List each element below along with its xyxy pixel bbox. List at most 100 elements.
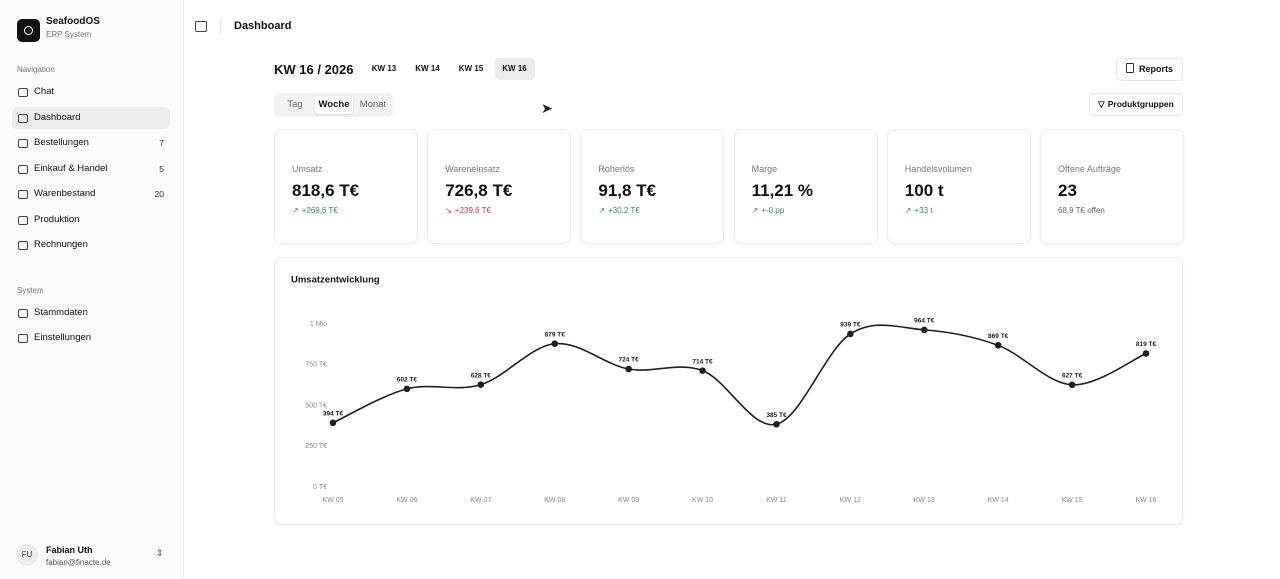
nav-label: Bestellungen <box>34 137 89 148</box>
nav-item[interactable]: Rechnungen <box>12 234 170 256</box>
value-label: 627 T€ <box>1062 373 1083 380</box>
value-label: 819 T€ <box>1136 341 1157 348</box>
nav-label: Produktion <box>34 213 80 225</box>
nav-item[interactable]: Einstellungen <box>12 327 170 349</box>
y-tick-label: 1 Mio <box>310 321 327 328</box>
granularity-option[interactable]: Tag <box>287 99 303 110</box>
filter-label: Produktgruppen <box>1107 99 1174 109</box>
data-point <box>1142 350 1150 357</box>
nav-section-title: Navigation <box>17 65 55 74</box>
x-tick-label: KW 05 <box>322 497 343 504</box>
filter-button[interactable]: ▽ Produktgruppen <box>1089 93 1183 116</box>
nav-label: Warenbestand <box>34 188 96 199</box>
nav-badge: 5 <box>159 163 164 174</box>
kpi-delta: ↗ +33 t <box>905 206 933 215</box>
kpi-label: Wareneinsatz <box>445 164 500 174</box>
sidebar: SeafoodOS ERP System FU Fabian Uth fabia… <box>0 0 184 579</box>
kpi-card: Roherlös 91,8 T€ ↗ +30,2 T€ <box>580 129 725 244</box>
nav-icon <box>18 139 28 148</box>
kpi-delta-value: +239,6 T€ <box>454 206 491 215</box>
user-email: fabian@finacte.de <box>46 558 111 567</box>
x-tick-label: KW 08 <box>544 497 565 504</box>
nav-label: Chat <box>34 86 55 97</box>
app-subtitle: ERP System <box>46 30 92 39</box>
data-point <box>551 340 559 348</box>
granularity-option[interactable]: Woche <box>315 96 353 114</box>
nav-label: Einstellungen <box>34 332 92 343</box>
x-tick-label: KW 10 <box>692 497 713 504</box>
data-point <box>994 342 1002 349</box>
x-tick-label: KW 06 <box>396 497 417 504</box>
nav-item[interactable]: Dashboard <box>12 106 170 129</box>
week-tab[interactable]: KW 16 <box>494 58 535 80</box>
user-avatar: FU <box>16 544 38 566</box>
value-label: 394 T€ <box>323 410 344 417</box>
chart-title: Umsatzentwicklung <box>291 275 380 286</box>
value-label: 879 T€ <box>545 331 566 338</box>
kpi-label: Handelsvolumen <box>904 164 972 174</box>
granularity-option[interactable]: Monat <box>359 99 387 110</box>
value-label: 869 T€ <box>988 333 1009 340</box>
y-tick-label: 0 T€ <box>313 484 327 491</box>
x-tick-label: KW 15 <box>1062 497 1083 504</box>
nav-label: Stammdaten <box>34 306 88 318</box>
trend-icon: ↘ <box>445 206 452 215</box>
nav-item[interactable]: Einkauf & Handel 5 <box>12 158 170 180</box>
kpi-label: Marge <box>751 164 778 174</box>
divider <box>220 19 221 34</box>
week-tab[interactable]: KW 13 <box>371 64 397 73</box>
nav-item[interactable]: Stammdaten <box>12 302 170 324</box>
kpi-value: 91,8 T€ <box>598 181 657 200</box>
trend-icon: ↗ <box>751 206 759 215</box>
reports-button[interactable]: Reports <box>1116 58 1183 81</box>
x-tick-label: KW 14 <box>988 497 1009 504</box>
trend-icon: ↗ <box>904 206 912 215</box>
y-tick-label: 500 T€ <box>305 402 327 409</box>
kpi-delta: ↗ +-0 pp <box>752 206 785 215</box>
data-point <box>329 419 337 427</box>
nav-icon <box>18 88 28 97</box>
data-point <box>625 365 632 373</box>
kpi-delta-value: +-0 pp <box>761 206 785 215</box>
kpi-value: 818,6 T€ <box>292 181 360 200</box>
nav-badge: 7 <box>159 138 164 148</box>
chart: Umsatzentwicklung 0 T€ 250 T€ 500 T€ 750 T€… <box>291 275 1157 504</box>
y-tick-label: 250 T€ <box>305 443 327 450</box>
chart-card: Umsatzentwicklung 0 T€ 250 T€ 500 T€ 750 T€… <box>274 257 1183 525</box>
value-label: 628 T€ <box>471 372 492 379</box>
nav-icon <box>18 215 28 225</box>
week-tab[interactable]: KW 14 <box>415 64 440 73</box>
data-point <box>403 385 411 393</box>
nav-label: Rechnungen <box>34 239 88 250</box>
x-tick-label: KW 07 <box>470 497 491 504</box>
value-label: 602 T€ <box>397 377 418 384</box>
kpi-card: Umsatz 818,6 T€ ↗ +269,6 T€ <box>274 129 418 244</box>
nav-item[interactable]: Chat <box>12 81 170 103</box>
nav-icon <box>18 241 28 250</box>
nav-item[interactable]: Warenbestand 20 <box>12 183 170 205</box>
value-label: 939 T€ <box>840 322 861 329</box>
kpi-value: 100 t <box>904 181 944 200</box>
x-tick-label: KW 09 <box>618 497 639 504</box>
line <box>332 324 1147 426</box>
x-tick-label: KW 13 <box>914 497 935 504</box>
period-title: KW 16 / 2026 <box>274 62 354 77</box>
nav-icon <box>18 334 28 343</box>
user-name[interactable]: Fabian Uth <box>46 545 93 555</box>
nav-item[interactable]: Bestellungen 7 <box>12 132 170 154</box>
data-point <box>920 326 928 334</box>
user-menu-chevron[interactable]: ⇕ <box>156 548 164 558</box>
data-point <box>773 420 780 428</box>
nav-label: Einkauf & Handel <box>34 162 108 174</box>
data-point <box>699 367 706 374</box>
value-label: 724 T€ <box>619 357 640 364</box>
kpi-delta-value: +30,2 T€ <box>608 206 640 215</box>
reports-label: Reports <box>1138 64 1173 74</box>
data-point <box>1068 381 1076 389</box>
nav-item[interactable]: Produktion <box>12 209 170 231</box>
week-tab[interactable]: KW 15 <box>458 64 484 73</box>
sidebar-toggle[interactable] <box>195 21 207 32</box>
page-title: Dashboard <box>234 20 292 32</box>
kpi-note: 68,9 T€ offen <box>1058 206 1105 215</box>
